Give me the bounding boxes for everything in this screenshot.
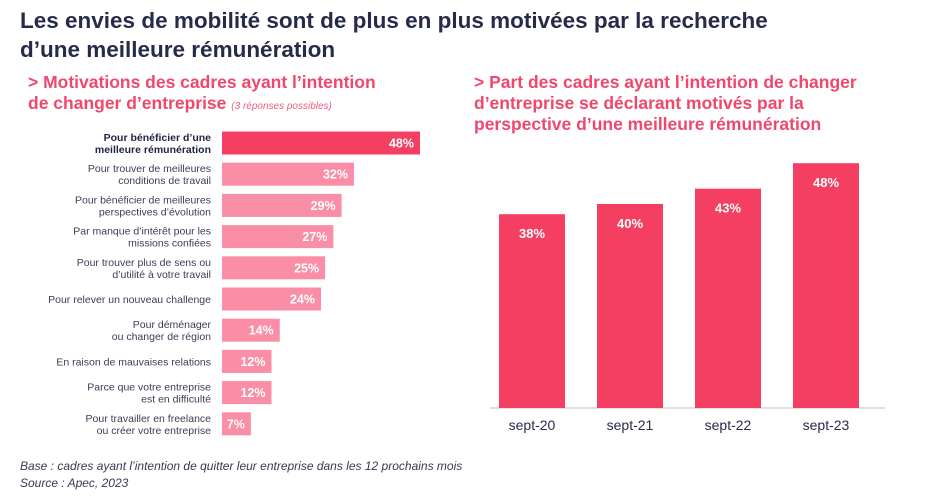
left-subtitle-note: (3 réponses possibles) (231, 101, 332, 112)
category-label-8-0: Parce que votre entreprise (87, 382, 211, 394)
category-label-7-0: En raison de mauvaises relations (56, 356, 211, 368)
x-tick-label-0: sept-20 (509, 417, 556, 433)
column-value-label-3: 48% (813, 175, 839, 190)
category-label-3-0: Par manque d’intérêt pour les (73, 226, 211, 238)
page-title: Les envies de mobilité sont de plus en p… (20, 6, 920, 64)
bar-value-label-1: 32% (323, 168, 348, 182)
category-label-6-1: ou changer de région (112, 331, 211, 343)
bar-4 (222, 256, 326, 280)
category-label-2-0: Pour bénéficier de meilleures (75, 194, 211, 206)
bar-value-label-9: 7% (227, 417, 245, 431)
title-line-2: d’une meilleure rémunération (20, 37, 336, 62)
bar-3 (222, 225, 334, 249)
left-subtitle-line-1: > Motivations des cadres ayant l’intenti… (28, 72, 376, 92)
column-3 (793, 163, 859, 408)
right-subtitle-line-3: perspective d’une meilleure rémunération (474, 114, 822, 134)
category-label-6-0: Pour déménager (133, 319, 212, 331)
bar-value-label-7: 12% (240, 355, 265, 369)
category-label-4-0: Pour trouver plus de sens ou (77, 257, 211, 269)
category-label-1-1: conditions de travail (118, 175, 211, 187)
category-label-4-1: d’utilité à votre travail (112, 269, 211, 281)
category-label-1-0: Pour trouver de meilleures (88, 163, 211, 175)
column-1 (597, 204, 663, 408)
left-subtitle-line-2: de changer d’entreprise (28, 93, 227, 113)
column-value-label-0: 38% (519, 226, 545, 241)
bar-value-label-4: 25% (294, 261, 319, 275)
bar-value-label-3: 27% (302, 230, 327, 244)
footer-base: Base : cadres ayant l’intention de quitt… (20, 459, 463, 473)
category-label-0-1: meilleure rémunération (95, 144, 211, 156)
footer: Base : cadres ayant l’intention de quitt… (20, 458, 462, 492)
category-label-8-1: est en difficulté (141, 394, 211, 406)
right-subtitle-line-1: > Part des cadres ayant l’intention de c… (474, 72, 857, 92)
bar-value-label-2: 29% (311, 199, 336, 213)
x-tick-label-2: sept-22 (705, 417, 752, 433)
left-chart-subtitle: > Motivations des cadres ayant l’intenti… (28, 72, 448, 117)
bar-5 (222, 287, 321, 311)
bar-0 (222, 131, 420, 155)
bar-value-label-8: 12% (240, 386, 265, 400)
category-label-3-1: missions confiées (128, 238, 211, 250)
bar-9 (222, 412, 251, 436)
x-tick-label-1: sept-21 (607, 417, 654, 433)
bar-2 (222, 193, 342, 217)
bar-value-label-5: 24% (290, 293, 315, 307)
column-2 (695, 188, 761, 408)
bar-value-label-6: 14% (249, 324, 274, 338)
x-tick-label-3: sept-23 (803, 417, 850, 433)
category-label-0-0: Pour bénéficier d’une (104, 132, 212, 144)
bar-8 (222, 381, 272, 405)
column-value-label-2: 43% (715, 201, 741, 216)
bar-6 (222, 318, 280, 342)
bar-1 (222, 162, 354, 186)
bar-value-label-0: 48% (389, 137, 414, 151)
right-chart-subtitle: > Part des cadres ayant l’intention de c… (474, 72, 924, 135)
category-label-9-0: Pour travailler en freelance (86, 413, 212, 425)
category-label-5-0: Pour relever un nouveau challenge (48, 294, 211, 306)
right-subtitle-line-2: d’entreprise se déclarant motivés par la (474, 93, 804, 113)
column-0 (499, 214, 565, 408)
title-line-1: Les envies de mobilité sont de plus en p… (20, 8, 768, 33)
category-label-9-1: ou créer votre entreprise (97, 425, 212, 437)
column-value-label-1: 40% (617, 216, 643, 231)
bar-7 (222, 349, 272, 373)
category-label-2-1: perspectives d’évolution (99, 206, 211, 218)
remuneration-trend-bar-chart: 38% sept-20 40% sept-21 43% sept-22 48% sept-23 (490, 163, 885, 433)
footer-source: Source : Apec, 2023 (20, 476, 129, 490)
